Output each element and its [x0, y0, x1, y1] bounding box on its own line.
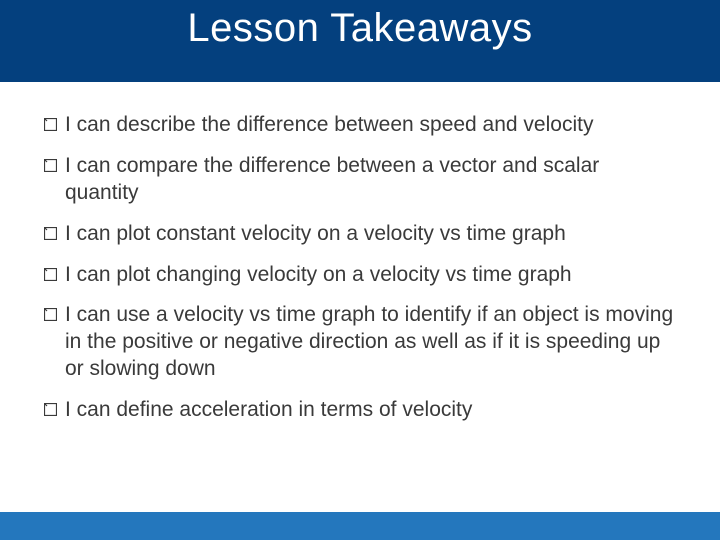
checkbox-bullet-icon [44, 308, 57, 321]
slide-footer-bar [0, 512, 720, 540]
list-item: I can compare the difference between a v… [44, 153, 676, 207]
checkbox-bullet-icon [44, 403, 57, 416]
list-item-text: I can compare the difference between a v… [65, 153, 676, 207]
checkbox-bullet-icon [44, 118, 57, 131]
slide-header: Lesson Takeaways [0, 0, 720, 82]
list-item: I can define acceleration in terms of ve… [44, 397, 676, 424]
checkbox-bullet-icon [44, 159, 57, 172]
list-item-text: I can define acceleration in terms of ve… [65, 397, 472, 424]
checkbox-bullet-icon [44, 268, 57, 281]
list-item: I can use a velocity vs time graph to id… [44, 302, 676, 383]
slide-title: Lesson Takeaways [187, 6, 532, 51]
checkbox-bullet-icon [44, 227, 57, 240]
list-item-text: I can use a velocity vs time graph to id… [65, 302, 676, 383]
list-item-text: I can plot constant velocity on a veloci… [65, 221, 566, 248]
slide-content: I can describe the difference between sp… [0, 82, 720, 424]
list-item: I can plot changing velocity on a veloci… [44, 262, 676, 289]
list-item-text: I can plot changing velocity on a veloci… [65, 262, 572, 289]
list-item: I can describe the difference between sp… [44, 112, 676, 139]
list-item: I can plot constant velocity on a veloci… [44, 221, 676, 248]
list-item-text: I can describe the difference between sp… [65, 112, 593, 139]
